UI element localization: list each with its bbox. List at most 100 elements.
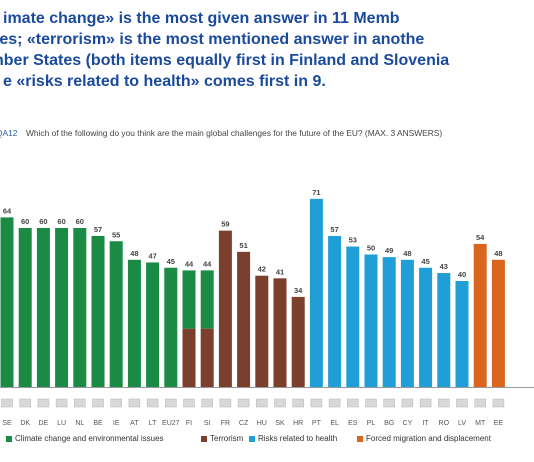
bar-pl (364, 254, 378, 387)
data-label-ie: 55 (112, 230, 120, 239)
bar-lt (146, 262, 160, 387)
bar-nl (73, 228, 87, 387)
bar-lv (455, 281, 469, 387)
data-label-dk: 60 (21, 217, 29, 226)
flag-icon-el (328, 398, 341, 408)
tick-label-es: ES (348, 420, 358, 427)
bar-fi-lower (182, 328, 196, 387)
bar-ee (491, 259, 505, 387)
flag-icon-mt (474, 398, 486, 408)
flag-icon-pl (365, 398, 377, 408)
tick-label-lt: LT (149, 420, 157, 427)
flag-icon-at (128, 398, 141, 408)
flag-icon-se (1, 398, 13, 408)
data-label-pt: 71 (312, 188, 320, 197)
flag-icon-it (419, 398, 432, 408)
bar-pt (309, 198, 323, 387)
legend-swatch-terrorism (201, 435, 207, 442)
bar-bg (382, 257, 396, 387)
tick-label-sk: SK (275, 420, 285, 427)
flag-icon-hr (292, 398, 304, 408)
flag-icon-eu27 (165, 398, 177, 408)
flag-icon-ie (110, 398, 122, 408)
flag-icon-si (201, 398, 213, 408)
tick-label-nl: NL (75, 420, 84, 427)
flag-icon-lv (456, 398, 468, 408)
tick-label-hr: HR (293, 420, 303, 427)
flag-icon-ro (438, 398, 450, 408)
bar-se (0, 217, 14, 387)
legend-label-climate: Climate change and environmental issues (15, 434, 164, 443)
legend-item-migration: Forced migration and displacement (357, 434, 491, 443)
tick-label-lv: LV (458, 420, 466, 427)
tick-label-at: AT (130, 420, 139, 427)
bar-eu27 (164, 267, 178, 387)
bar-fr (218, 230, 232, 387)
data-label-bg: 49 (385, 246, 393, 255)
tick-label-ro: RO (439, 420, 450, 427)
flag-icon-ee (492, 398, 505, 408)
tick-label-cy: CY (403, 420, 413, 427)
bar-hr (291, 296, 305, 387)
bar-it (419, 267, 433, 387)
data-label-be: 57 (94, 225, 102, 234)
tick-label-de: DE (39, 420, 49, 427)
flag-icon-lu (55, 398, 68, 408)
tick-label-se: SE (2, 420, 12, 427)
data-label-sk: 41 (276, 267, 284, 276)
tick-label-eu27: EU27 (162, 420, 180, 427)
flag-icon-fr (219, 398, 232, 408)
data-label-cy: 48 (403, 249, 411, 258)
legend-swatch-migration (357, 435, 363, 442)
flag-icon-hu (256, 398, 268, 408)
data-label-hu: 42 (258, 265, 266, 274)
legend-label-terrorism: Terrorism (210, 434, 244, 443)
data-label-eu27: 45 (167, 257, 175, 266)
bar-cy (400, 259, 414, 387)
flag-icon-nl (74, 398, 86, 408)
flag-icon-be (92, 398, 104, 408)
tick-label-it: IT (422, 420, 429, 427)
bar-el (328, 235, 342, 387)
data-label-it: 45 (421, 257, 429, 266)
flag-icon-cy (401, 398, 414, 408)
legend-swatch-health (249, 435, 255, 442)
tick-label-pt: PT (312, 420, 322, 427)
legend-label-health: Risks related to health (258, 434, 338, 443)
data-label-fi: 44 (185, 259, 194, 268)
data-label-ee: 48 (494, 249, 502, 258)
tick-label-ie: IE (113, 420, 120, 427)
flag-icon-es (347, 398, 359, 408)
data-label-es: 53 (349, 236, 357, 245)
data-label-el: 57 (330, 225, 338, 234)
bar-sk (273, 278, 287, 387)
bar-de (36, 228, 50, 387)
flag-icon-bg (383, 398, 395, 408)
data-label-mt: 54 (476, 233, 485, 242)
legend-swatch-climate (6, 435, 12, 442)
bar-fi-upper (182, 270, 196, 329)
tick-label-dk: DK (20, 420, 30, 427)
question-id: QA12 (0, 128, 18, 138)
bar-hu (255, 275, 269, 387)
legend-item-health: Risks related to health (249, 434, 337, 443)
headline: imate change» is the most given answer i… (0, 8, 534, 92)
data-label-cz: 51 (239, 241, 247, 250)
headline-line-2: tes; «terrorism» is the most mentioned a… (0, 31, 425, 48)
headline-line-1: imate change» is the most given answer i… (3, 10, 400, 27)
legend-label-migration: Forced migration and displacement (366, 434, 491, 443)
bar-dk (18, 228, 32, 387)
data-label-lu: 60 (57, 217, 65, 226)
data-label-lv: 40 (458, 270, 466, 279)
tick-label-mt: MT (475, 420, 486, 427)
bar-si-upper (200, 270, 214, 329)
bar-be (91, 235, 105, 387)
bar-si-lower (200, 328, 214, 387)
flag-icon-lt (146, 398, 159, 408)
tick-label-pl: PL (367, 420, 376, 427)
bar-mt (473, 243, 487, 387)
tick-label-be: BE (93, 420, 103, 427)
tick-label-si: SI (204, 420, 211, 427)
tick-label-ee: EE (494, 420, 504, 427)
